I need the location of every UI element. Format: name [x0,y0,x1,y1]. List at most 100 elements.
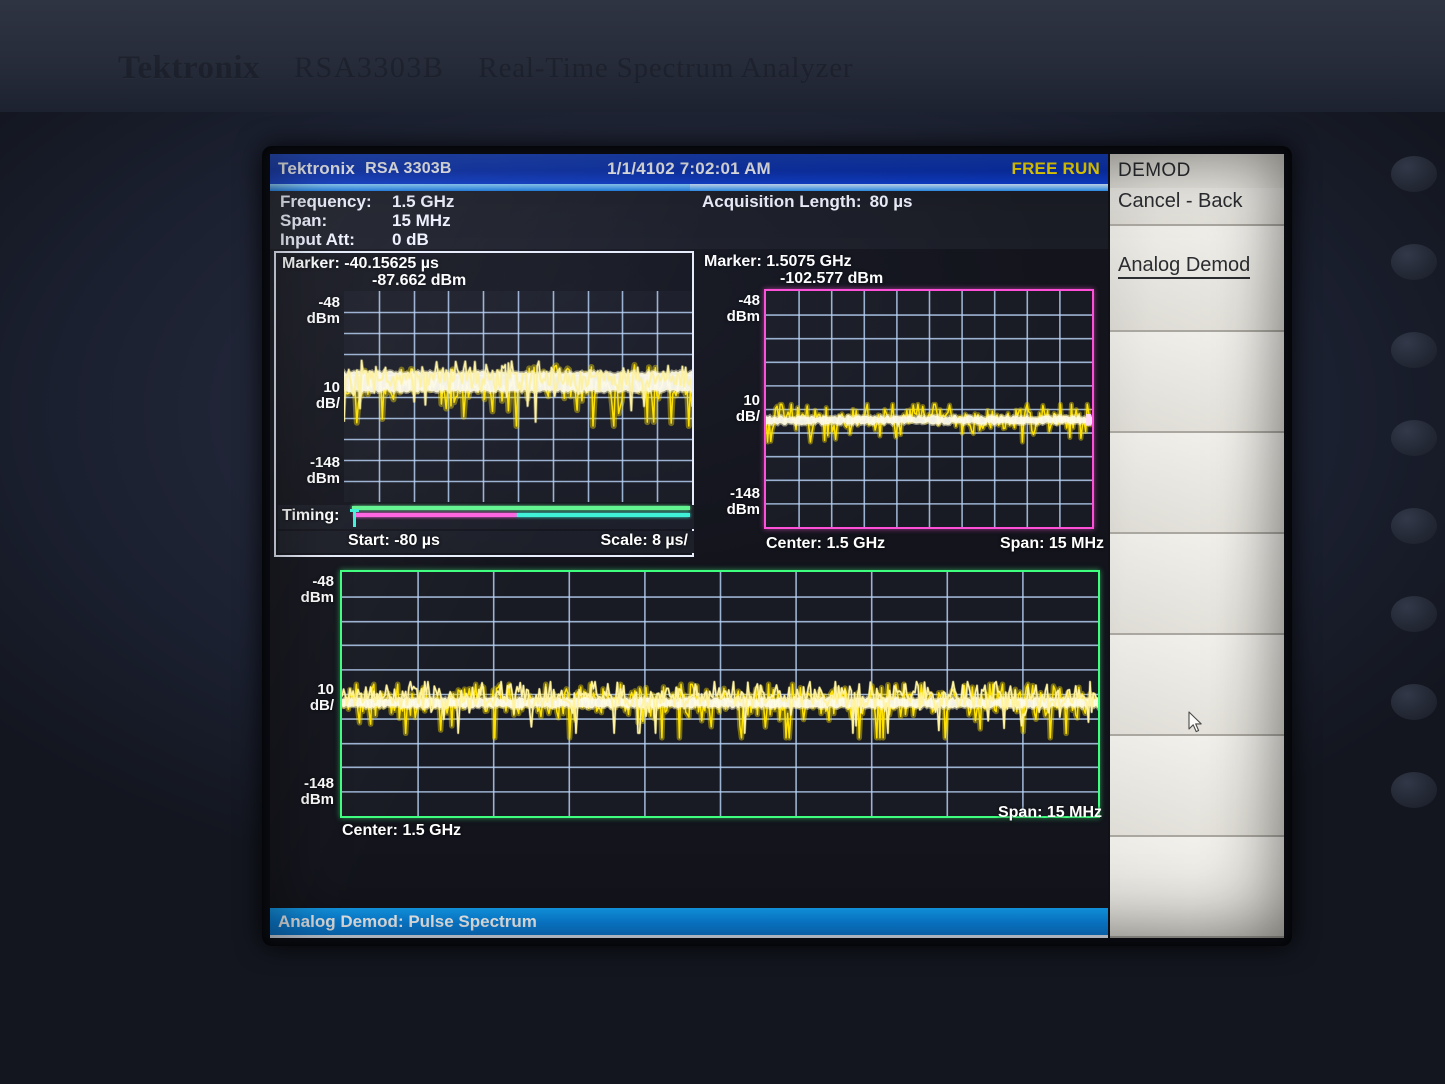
measurement-display: Tektronix RSA 3303B 1/1/4102 7:02:01 AM … [270,154,1108,938]
timing-bar-spectrum [517,513,690,517]
time-y-top-label: -48 dBm [276,295,340,327]
span-label: Span: [280,211,328,230]
spectrum-y-mid-unit: dB/ [735,408,760,425]
status-bar: Analog Demod: Pulse Spectrum [270,908,1108,938]
underline-segment-left [270,184,690,191]
titlebar-brand: Tektronix [278,159,356,178]
frequency-row[interactable]: Frequency: 1.5 GHz [280,192,454,211]
frequency-label: Frequency: [280,192,372,211]
time-marker-power: -87.662 dBm [372,272,467,289]
softkey-analog-demod[interactable]: Analog Demod [1110,226,1284,332]
spectrum-marker-power: -102.577 dBm [780,270,884,287]
frequency-value: 1.5 GHz [392,192,455,211]
time-marker-power-readout: -87.662 dBm [372,272,466,289]
pulse-y-bot-label: -148 dBm [270,776,334,808]
spectrum-y-mid-value: 10 [743,392,760,409]
softkey-menu-title: DEMOD [1118,160,1191,181]
titlebar-underline [270,184,1108,191]
pulse-y-bot-unit: dBm [300,791,334,808]
time-marker-value: -40.15625 µs [344,255,439,272]
pulse-y-bot-value: -148 [303,775,334,792]
spectrum-marker-freq: 1.5075 GHz [766,253,852,270]
softkey-slot-4[interactable] [1110,433,1284,733]
spectrum-plot[interactable] [764,289,1094,529]
spectrum-y-bot-unit: dBm [726,501,760,518]
spectrum-marker-label: Marker: [704,253,762,270]
pulse-y-mid-label: 10 dB/ [270,682,334,714]
time-y-top-unit: dBm [306,310,340,327]
tektronix-logo: Tektronix [118,49,261,86]
softkey-slot-7[interactable] [1110,736,1284,837]
pulse-spectrum-svg [342,572,1098,816]
spectrum-panel[interactable]: Marker: 1.5075 GHz -102.577 dBm -48 dBm … [698,249,1108,564]
time-y-mid-value: 10 [323,379,340,396]
time-domain-panel[interactable]: Marker: -40.15625 µs -87.662 dBm -48 dBm [270,249,698,564]
time-y-top-value: -48 [318,294,340,311]
title-bar: Tektronix RSA 3303B 1/1/4102 7:02:01 AM … [270,154,1108,184]
instrument-branding: Tektronix RSA3303B Real-Time Spectrum An… [118,42,1258,94]
softkey-analog-demod-label: Analog Demod [1118,254,1251,279]
softkey-cancel-back[interactable]: Cancel - Back [1110,188,1284,226]
time-marker-readout: Marker: -40.15625 µs [282,255,439,272]
time-y-bot-unit: dBm [306,470,340,487]
softkey-slot-5[interactable] [1110,534,1284,635]
spectrum-y-bot-value: -148 [729,485,760,502]
softkey-slot-8[interactable] [1110,837,1284,938]
input-att-value: 0 dB [392,230,429,249]
spectrum-y-top-unit: dBm [726,308,760,325]
bezel-knob [1391,772,1437,808]
time-domain-footer: Start: -80 µs Scale: 8 µs/ [278,531,694,553]
pulse-y-top-unit: dBm [300,589,334,606]
acquisition-row[interactable]: Acquisition Length: 80 µs [702,192,912,211]
span-value: 15 MHz [392,211,451,230]
time-domain-frame: Marker: -40.15625 µs -87.662 dBm -48 dBm [274,251,694,557]
input-att-row[interactable]: Input Att: 0 dB [280,230,454,249]
pulse-spectrum-plot[interactable] [340,570,1100,818]
spectrum-marker-readout: Marker: 1.5075 GHz [704,253,852,270]
span-row[interactable]: Span: 15 MHz [280,211,454,230]
time-y-bot-value: -148 [309,454,340,471]
spectrum-y-mid-label: 10 dB/ [698,393,760,425]
underline-segment-right [690,184,1108,191]
time-scale-label: Scale: 8 µs/ [600,532,689,549]
status-bar-text: Analog Demod: Pulse Spectrum [278,911,537,931]
pulse-center-label: Center: 1.5 GHz [342,822,462,839]
acquisition-label: Acquisition Length: [702,192,862,211]
softkey-slot-3[interactable] [1110,332,1284,433]
spectrum-svg [766,291,1092,527]
time-start-label: Start: -80 µs [348,532,440,549]
softkey-menu: DEMOD Cancel - Back Analog Demod [1108,154,1284,938]
time-y-bot-label: -148 dBm [276,455,340,487]
pulse-y-top-label: -48 dBm [270,574,334,606]
pulse-y-mid-unit: dB/ [309,697,334,714]
bezel-knob [1391,332,1437,368]
pulse-y-top-value: -48 [312,573,334,590]
spectrum-span-label: Span: 15 MHz [999,535,1104,552]
bezel-knob [1391,596,1437,632]
softkey-cancel-back-label: Cancel - Back [1118,190,1243,212]
bezel-knob [1391,420,1437,456]
bezel-top-band [0,0,1445,112]
spectrum-y-bot-label: -148 dBm [698,486,760,518]
pulse-y-mid-value: 10 [317,681,334,698]
acquisition-value: 80 µs [869,192,913,211]
time-domain-svg [344,291,692,502]
settings-left-column: Frequency: 1.5 GHz Span: 15 MHz Input At… [280,192,454,249]
bezel-knob [1391,684,1437,720]
pulse-spectrum-panel[interactable]: -48 dBm 10 dB/ -148 dBm Center: 1.5 GH [270,564,1108,908]
bezel-knob [1391,244,1437,280]
mouse-cursor-icon [1188,711,1202,733]
lcd-screen: Tektronix RSA 3303B 1/1/4102 7:02:01 AM … [270,154,1284,938]
time-domain-plot[interactable] [344,291,692,502]
timing-bar-analysis [354,513,517,517]
time-y-mid-unit: dB/ [315,395,340,412]
spectrum-y-top-label: -48 dBm [698,293,760,325]
input-att-label: Input Att: [280,230,355,249]
instrument-description-text: Real-Time Spectrum Analyzer [478,51,854,84]
upper-panels: Marker: -40.15625 µs -87.662 dBm -48 dBm [270,249,1108,564]
pulse-span-label: Span: 15 MHz [997,804,1102,821]
time-y-mid-label: 10 dB/ [276,380,340,412]
settings-readout: Frequency: 1.5 GHz Span: 15 MHz Input At… [270,191,1108,249]
timing-strip[interactable]: Timing: [278,505,694,529]
